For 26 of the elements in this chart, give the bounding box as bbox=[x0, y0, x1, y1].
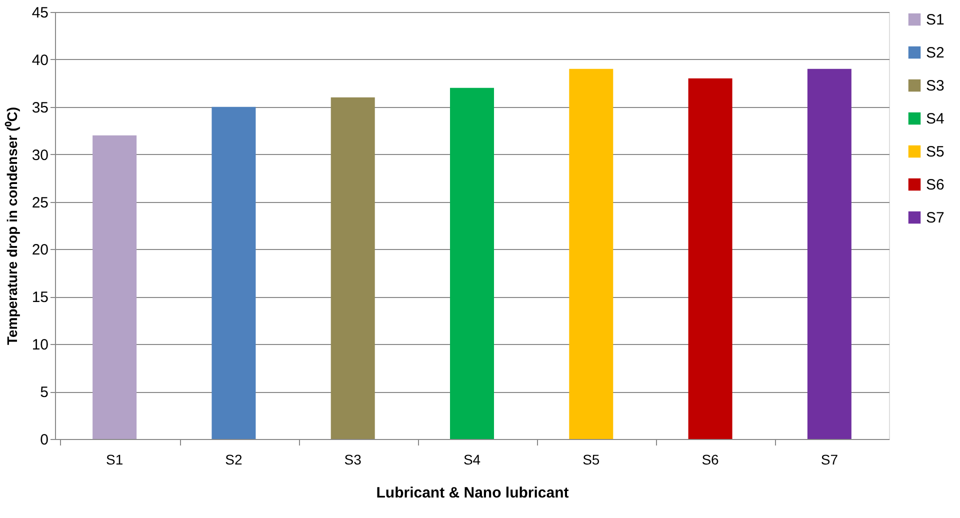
x-tick-label: S3 bbox=[344, 452, 362, 468]
y-tick-label: 45 bbox=[32, 4, 48, 22]
legend-label: S1 bbox=[926, 12, 944, 28]
legend-label: S5 bbox=[926, 144, 944, 160]
y-tick-label: 15 bbox=[32, 289, 48, 306]
legend-label: S4 bbox=[926, 110, 944, 128]
x-tick-label: S6 bbox=[702, 452, 720, 468]
x-tick-label: S7 bbox=[820, 452, 838, 468]
y-tick-label: 25 bbox=[32, 194, 48, 212]
legend-label: S7 bbox=[926, 210, 944, 226]
legend-label: S3 bbox=[926, 78, 944, 94]
y-tick-label: 10 bbox=[32, 336, 48, 354]
y-tick-label: 5 bbox=[40, 384, 48, 402]
legend-label: S2 bbox=[926, 44, 944, 62]
y-axis-title: Temperature drop in condenser (⁰C) bbox=[4, 106, 20, 346]
x-tick-label: S2 bbox=[225, 452, 242, 468]
x-tick-label: S5 bbox=[582, 452, 600, 468]
y-tick-label: 0 bbox=[40, 432, 48, 448]
y-tick-label: 20 bbox=[32, 242, 48, 259]
y-tick-label: 35 bbox=[32, 99, 48, 116]
y-tick-label: 30 bbox=[32, 146, 48, 164]
legend-label: S6 bbox=[926, 176, 944, 194]
x-axis-title: Lubricant & Nano lubricant bbox=[376, 484, 569, 502]
y-tick-label: 40 bbox=[32, 52, 48, 69]
x-tick-label: S1 bbox=[106, 452, 124, 468]
x-tick-label: S4 bbox=[463, 452, 481, 468]
